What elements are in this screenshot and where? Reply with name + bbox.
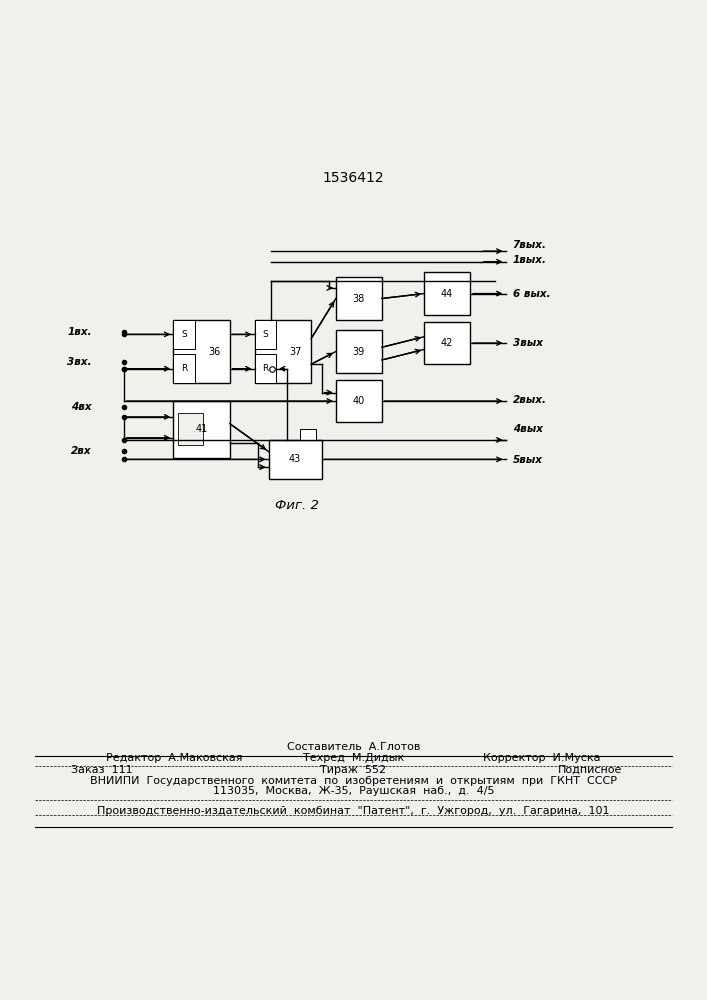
Text: 4вх: 4вх [71,402,92,412]
Text: 1вх.: 1вх. [67,327,92,337]
Bar [255,320,311,383]
Text: Подписное: Подписное [558,765,622,775]
Text: 6 вых.: 6 вых. [513,289,550,299]
Text: 42: 42 [441,338,453,348]
Text: 41: 41 [195,424,208,434]
Text: 37: 37 [289,347,301,357]
Text: 43: 43 [289,454,301,464]
Text: R: R [181,364,187,373]
Bar [173,401,230,458]
Bar [424,322,470,364]
Bar [177,413,203,445]
Text: Корректор  И.Муска: Корректор И.Муска [484,753,601,763]
Text: 2вх: 2вх [71,446,92,456]
Text: 113035,  Москва,  Ж-35,  Раушская  наб.,  д.  4/5: 113035, Москва, Ж-35, Раушская наб., д. … [213,786,494,796]
Text: 36: 36 [208,347,220,357]
Text: Составитель  А.Глотов: Составитель А.Глотов [287,742,420,752]
Text: 3вых: 3вых [513,338,542,348]
Bar [173,354,194,383]
Bar [336,380,382,422]
Text: 2вых.: 2вых. [513,395,547,405]
Text: 44: 44 [441,289,453,299]
Bar [255,320,276,349]
Text: 38: 38 [353,294,365,304]
Text: 1536412: 1536412 [322,171,385,185]
Bar [173,320,230,383]
Text: 4вых: 4вых [513,424,542,434]
Text: ВНИИПИ  Государственного  комитета  по  изобретениям  и  открытиям  при  ГКНТ  С: ВНИИПИ Государственного комитета по изоб… [90,776,617,786]
Text: S: S [262,330,268,339]
Text: 7вых.: 7вых. [513,240,547,250]
Text: Заказ  111: Заказ 111 [71,765,132,775]
Text: 5вых: 5вых [513,455,542,465]
Bar [336,330,382,373]
Bar [173,320,194,349]
Bar [269,440,322,479]
Text: Тираж  552: Тираж 552 [320,765,387,775]
Text: R: R [262,364,269,373]
Text: S: S [181,330,187,339]
Text: 40: 40 [353,396,365,406]
Bar [300,429,317,440]
Text: Техред  М.Дидык: Техред М.Дидык [303,753,404,763]
Text: Фиг. 2: Фиг. 2 [275,499,319,512]
Bar [424,272,470,315]
Text: Производственно-издательский  комбинат  "Патент",  г.  Ужгород,  ул.  Гагарина, : Производственно-издательский комбинат "П… [98,806,609,816]
Bar [255,354,276,383]
Text: Редактор  А.Маковская: Редактор А.Маковская [106,753,243,763]
Text: 1вых.: 1вых. [513,255,547,265]
Text: 39: 39 [353,347,365,357]
Bar [336,277,382,320]
Text: 3вх.: 3вх. [67,357,92,367]
